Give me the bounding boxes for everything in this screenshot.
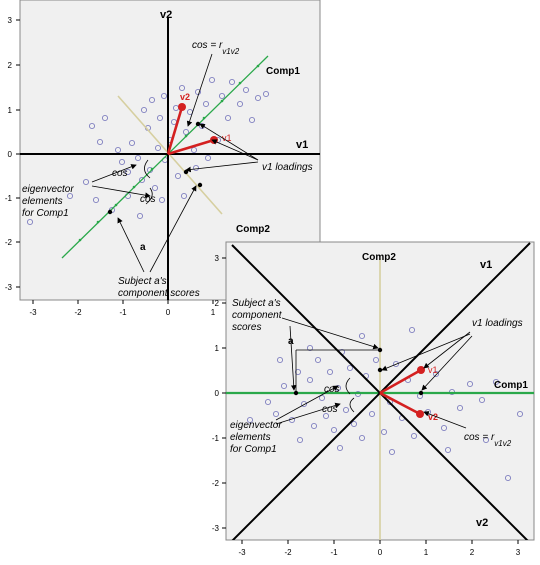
plot1-x-tick-label: 0: [166, 308, 171, 317]
plot2-vector-label-v2: v2: [428, 412, 438, 422]
plot1-cos-label-a: cos: [112, 168, 128, 179]
plot2-comp1-label: Comp1: [494, 380, 528, 391]
plot1-y-tick-label: 3: [8, 16, 13, 25]
plot1-comp1-axis: [61, 55, 269, 259]
plot2-y-tick-label: 3: [215, 254, 220, 263]
plot2-y-tick-label: 0: [215, 389, 220, 398]
plot1-eigen-label-2: elements: [22, 196, 63, 207]
plot1-y-tick-label: 0: [8, 150, 13, 159]
plot2-x-ticks: -3 -2 -1 0 1 2 3: [238, 540, 521, 557]
plot1-subject-label-1: Subject a's: [118, 276, 167, 287]
plot2-x-tick-label: -1: [330, 548, 338, 557]
plot2: -3 -2 -1 0 1 2 3 3 2 1 0 -1 -2 -3: [212, 241, 535, 557]
plot2-y-tick-label: 2: [215, 299, 220, 308]
plot2-y-ticks: 3 2 1 0 -1 -2 -3: [212, 254, 226, 533]
plot2-subject-label-1: Subject a's: [232, 298, 281, 309]
plot2-y-tick-label: 1: [215, 344, 220, 353]
plot1-y-tick-label: 1: [8, 106, 13, 115]
plot2-scatter: [246, 326, 524, 482]
plot1-x-tick-label: -1: [119, 308, 127, 317]
plot2-cos-label-a: cos: [324, 384, 340, 395]
plot2-x-tick-label: 0: [378, 548, 383, 557]
plot2-vector-label-v1: v1: [428, 365, 438, 375]
plot1-x-tick-label: -2: [74, 308, 82, 317]
plot1-comp1-label: Comp1: [266, 66, 300, 77]
plot1-y-tick-label: -1: [5, 194, 13, 203]
plot2-y-tick-label: -2: [212, 479, 220, 488]
plot1-cos-r-label: cos = rv1v2: [192, 40, 240, 56]
plot2-v1-axis-label: v1: [480, 259, 492, 271]
plot1-v1-axis-label: v1: [296, 139, 308, 151]
plot2-x-tick-label: -3: [238, 548, 246, 557]
plot1-y-tick-label: 2: [8, 61, 13, 70]
plot2-x-tick-label: -2: [284, 548, 292, 557]
plot1-eigen-label-1: eigenvector: [22, 184, 74, 195]
plot2-cos-label-b: cos: [322, 404, 338, 415]
plot2-comp2-label: Comp2: [362, 252, 396, 263]
plot2-x-tick-label: 2: [470, 548, 475, 557]
plot1-y-tick-label: -3: [5, 283, 13, 292]
plot2-v2-axis-label: v2: [476, 517, 488, 529]
plot1-v2-axis-label: v2: [160, 9, 172, 21]
plot1-subject-label-2: component scores: [118, 288, 200, 299]
plot1-vector-label-v2: v2: [180, 92, 190, 102]
plot1-x-tick-label: -3: [29, 308, 37, 317]
plot1-subject-point-label: a: [140, 242, 146, 253]
plot1-comp2-label: Comp2: [236, 224, 270, 235]
plot2-annotation-arrows: [275, 317, 473, 429]
plot2-eigen-label-3: for Comp1: [230, 444, 277, 455]
plot1-x-tick-label: 1: [211, 308, 216, 317]
plot2-subject-label-3: scores: [232, 322, 261, 333]
plot2-subject-point-label: a: [288, 336, 294, 347]
plot2-x-tick-label: 3: [516, 548, 521, 557]
plot1-y-tick-label: -2: [5, 238, 13, 247]
plot2-eigen-label-1: eigenvector: [230, 420, 282, 431]
plot1-comp1-ticks: [78, 64, 260, 242]
plot2-x-tick-label: 1: [424, 548, 429, 557]
plot2-y-tick-label: -1: [212, 434, 220, 443]
plot2-vectors: v1 v2: [379, 365, 438, 422]
plot2-y-tick-label: -3: [212, 524, 220, 533]
plot1-y-ticks: 3 2 1 0 -1 -2 -3: [5, 16, 20, 292]
plot2-cos-r-label: cos = rv1v2: [464, 432, 512, 448]
plot2-v1-loadings-label: v1 loadings: [472, 318, 523, 329]
plot1-eigen-label-3: for Comp1: [22, 208, 69, 219]
plot2-eigen-label-2: elements: [230, 432, 271, 443]
plot1-vector-label-v1: v1: [222, 133, 232, 143]
plot1-cos-label-b: cos: [140, 194, 156, 205]
plot1-v1-loadings-label: v1 loadings: [262, 162, 313, 173]
plot2-subject-label-2: component: [232, 310, 283, 321]
plot1: 3 2 1 0 -1 -2 -3 -3 -2 -1 0 1 2 3: [5, 0, 321, 317]
plot1-annotation-arrows: [91, 53, 259, 273]
